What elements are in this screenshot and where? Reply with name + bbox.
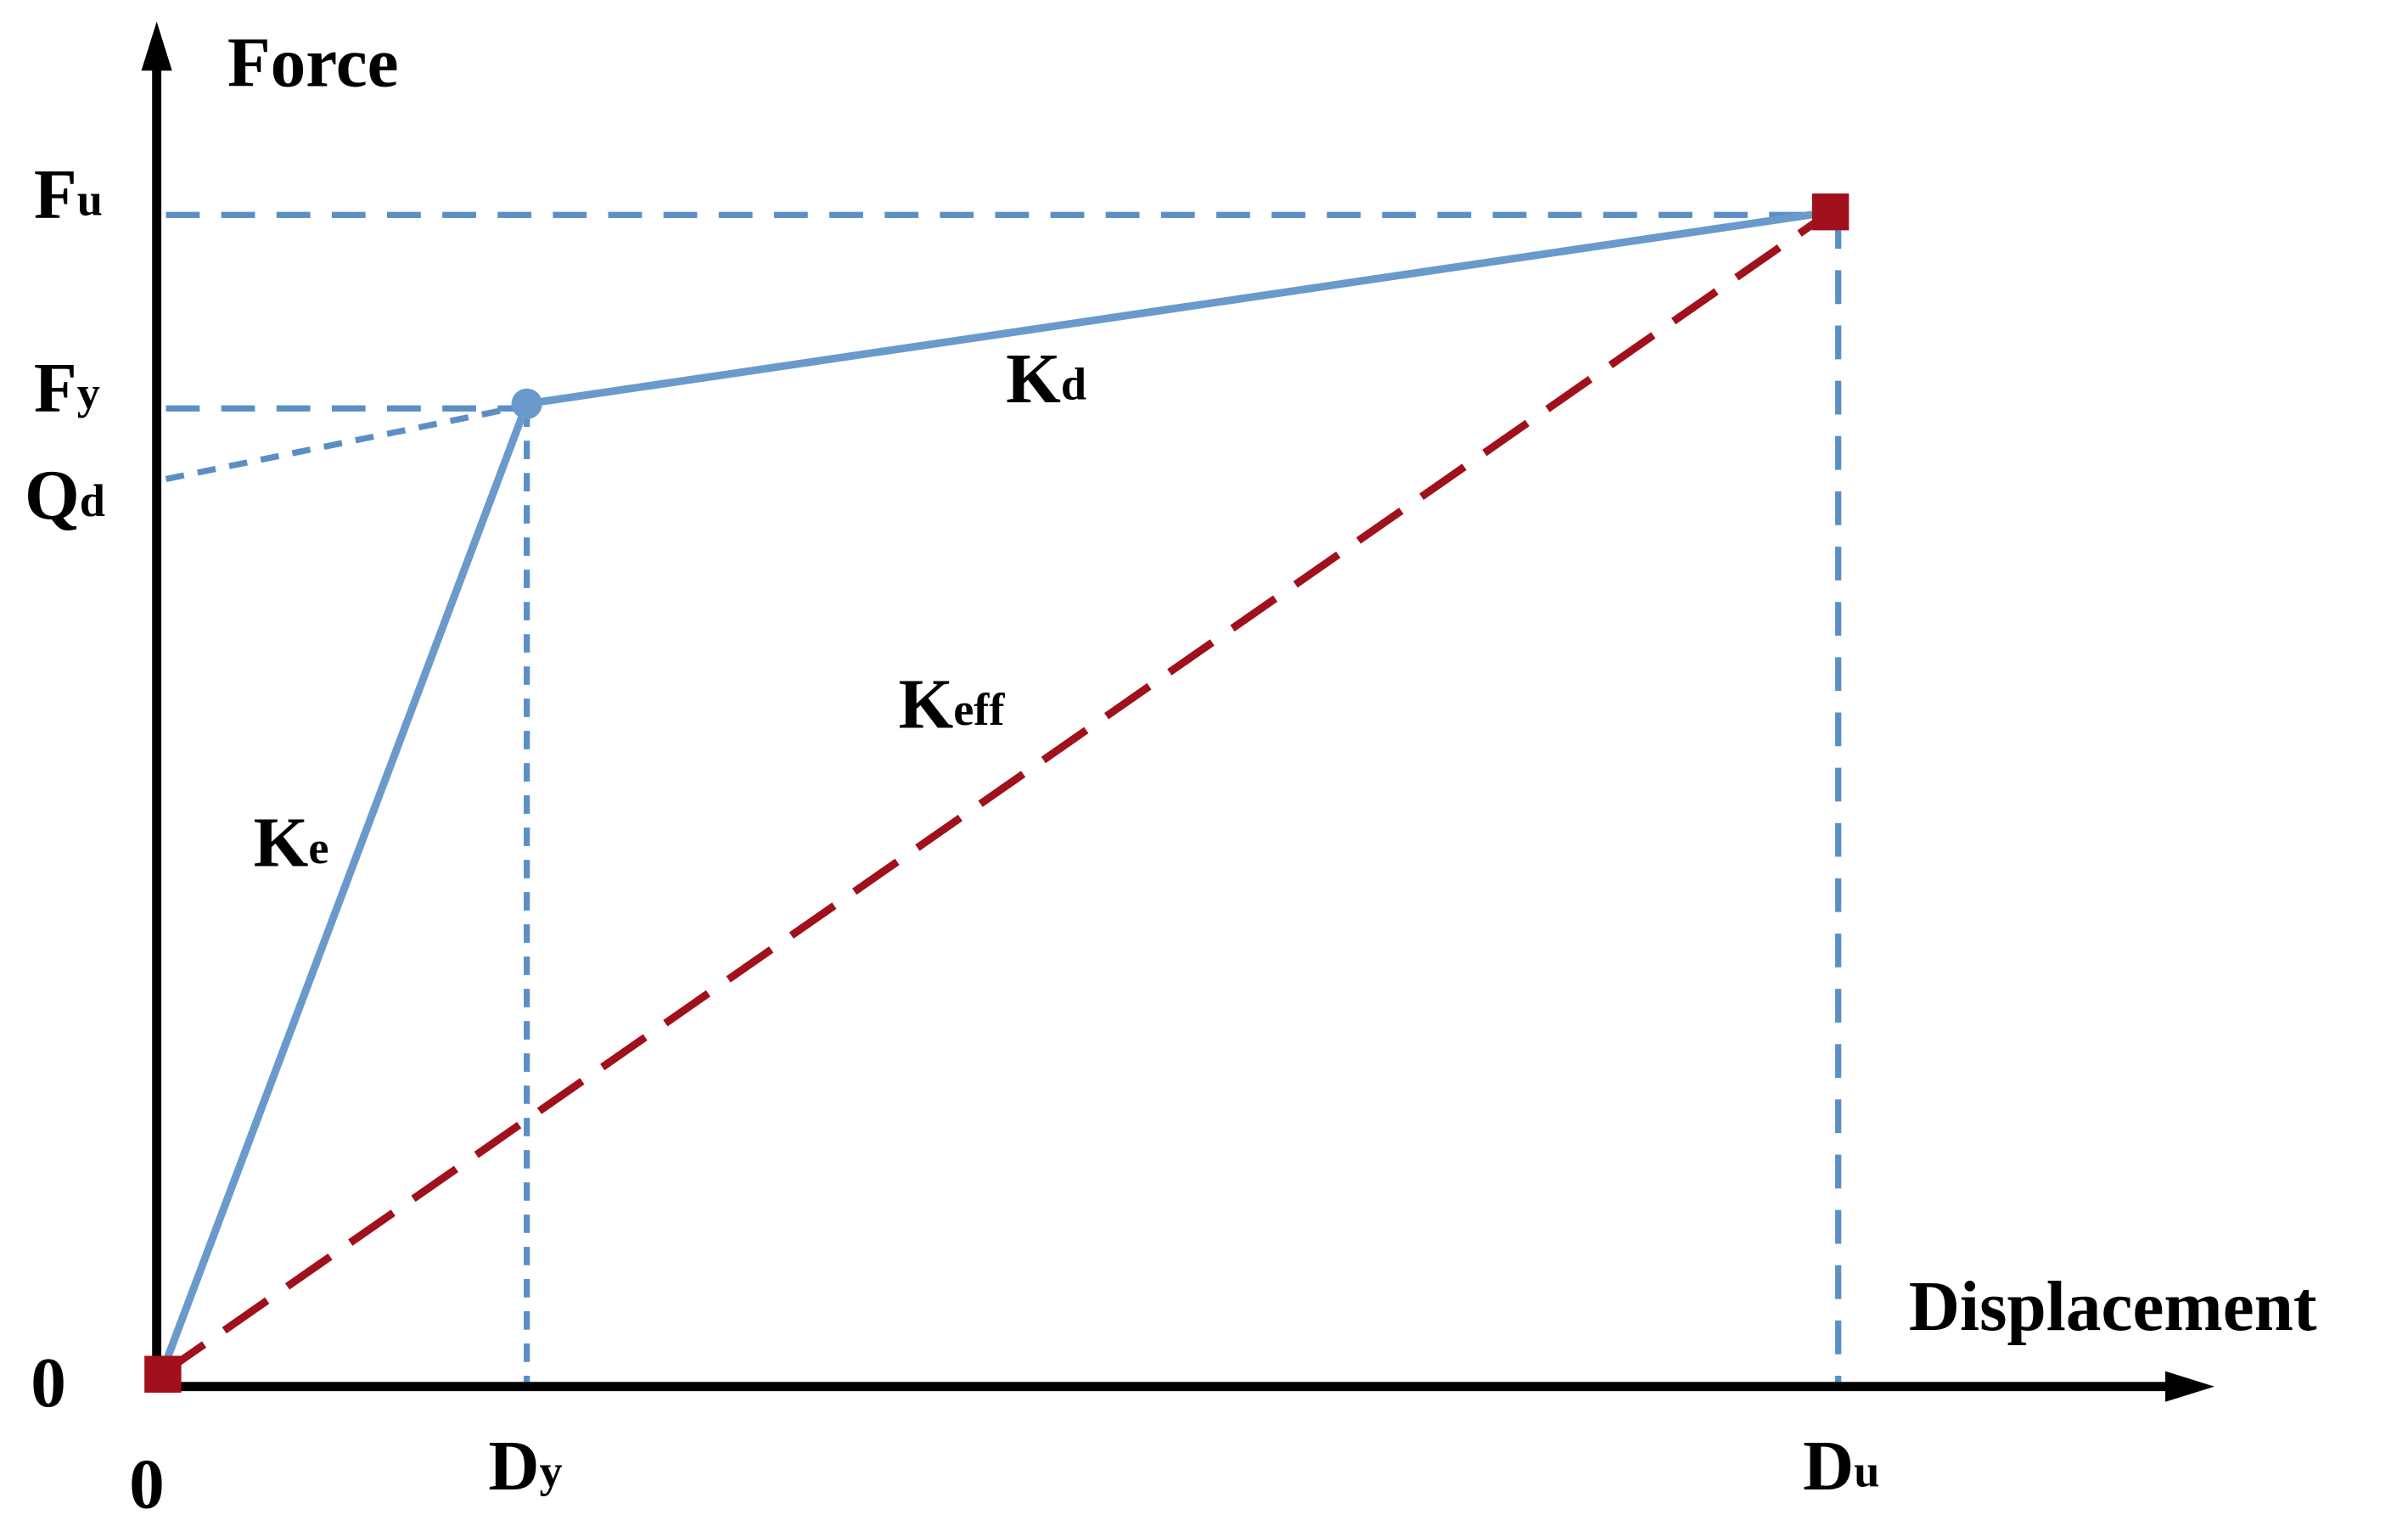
fy-label: Fy — [34, 350, 100, 428]
fu-label: Fu — [34, 156, 103, 234]
du-label: Du — [1803, 1428, 1879, 1506]
keff-line — [159, 208, 1833, 1377]
y-origin-label: 0 — [31, 1344, 66, 1422]
origin-point — [144, 1355, 182, 1393]
keff-label: Keff — [898, 666, 1005, 744]
yield-point — [511, 388, 542, 419]
qd-extension — [165, 402, 528, 483]
kd-label: Kd — [1006, 340, 1086, 418]
ultimate-point — [1811, 193, 1850, 231]
x-arrow — [2165, 1371, 2214, 1402]
qd-label: Qd — [25, 457, 105, 536]
y-axis-label: Force — [227, 24, 399, 102]
x-origin-label: 0 — [129, 1446, 165, 1524]
ke-label: Ke — [254, 804, 329, 882]
x-axis-label: Displacement — [1909, 1268, 2317, 1346]
dy-label: Dy — [488, 1428, 562, 1506]
y-arrow — [141, 21, 172, 71]
